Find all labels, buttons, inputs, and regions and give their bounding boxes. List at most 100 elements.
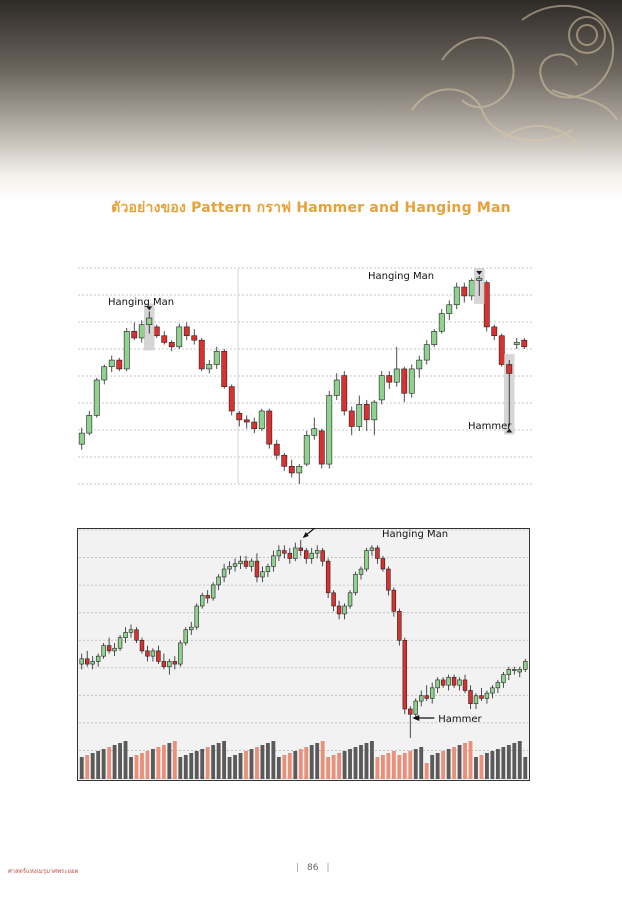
candle: [265, 563, 271, 577]
candle-body: [331, 592, 336, 607]
volume-bar: [430, 755, 435, 779]
candle: [356, 395, 363, 431]
candle-body: [408, 368, 415, 394]
volume-bar: [167, 743, 172, 779]
candle-body: [413, 700, 418, 715]
candle: [358, 566, 364, 580]
annotation-arrowhead: [302, 532, 309, 538]
volume-bar: [85, 755, 90, 779]
candle-body: [287, 552, 293, 559]
volume-bar: [249, 749, 254, 779]
volume-bar: [441, 751, 446, 779]
candle-body: [266, 410, 273, 445]
volume-bar: [129, 757, 133, 779]
volume-bar: [337, 753, 342, 779]
candle-body: [476, 277, 483, 281]
candle-body: [490, 687, 495, 694]
candle: [79, 653, 84, 670]
candle-body: [364, 550, 369, 570]
annotation-label: Hanging Man: [108, 297, 174, 308]
candle: [348, 406, 355, 436]
volume-bar: [238, 753, 243, 779]
candle: [206, 360, 213, 374]
candle: [303, 430, 310, 467]
candle: [419, 690, 424, 707]
candle: [139, 637, 145, 654]
volume-bar: [216, 743, 221, 779]
volume-bar: [200, 749, 205, 779]
candle: [311, 417, 318, 440]
candle: [194, 603, 199, 630]
volume-bar: [96, 751, 101, 779]
candle: [258, 408, 265, 431]
candle: [205, 590, 210, 604]
candle-body: [150, 650, 156, 657]
candle-body: [78, 432, 85, 445]
volume-bar: [271, 741, 276, 779]
candle: [172, 656, 178, 670]
candle: [249, 558, 254, 572]
candle: [483, 280, 490, 332]
candle-body: [134, 629, 139, 641]
candle: [260, 566, 265, 583]
volume-bar: [276, 757, 281, 779]
candle-body: [378, 375, 385, 401]
volume-bar: [446, 749, 451, 779]
candle-body: [314, 550, 320, 554]
candle: [167, 658, 172, 675]
plot-frame: [77, 528, 530, 781]
candle-body: [512, 669, 517, 671]
candle: [479, 687, 484, 702]
candle-body: [238, 560, 243, 565]
candle-body: [221, 568, 227, 578]
candle-body: [205, 595, 210, 599]
candle: [325, 558, 331, 599]
candle-body: [402, 640, 408, 710]
page-number-value: 86: [307, 863, 319, 873]
candle-body: [172, 661, 178, 665]
candle-body: [363, 404, 370, 421]
candle-body: [213, 350, 220, 365]
candle: [243, 555, 249, 570]
candle-body: [423, 344, 430, 361]
candle-body: [258, 410, 265, 429]
candle-body: [273, 443, 280, 456]
candle-body: [254, 560, 260, 578]
candle: [116, 357, 123, 372]
candle: [281, 453, 288, 471]
footer-text: ศาสตร์แห่งเมรุมาศพระยอด: [8, 868, 79, 875]
candle-body: [131, 331, 138, 339]
volume-bar: [178, 757, 183, 779]
candle: [236, 410, 243, 427]
candle-body: [484, 692, 490, 699]
candle-body: [309, 552, 314, 559]
annotation-label: Hammer: [468, 421, 512, 432]
candle-body: [491, 326, 498, 337]
volume-bar: [474, 757, 478, 779]
candle-body: [446, 304, 453, 314]
candle-body: [336, 605, 342, 615]
candle: [108, 355, 115, 373]
volume-bar: [309, 745, 314, 779]
candle: [326, 391, 333, 469]
candle: [106, 637, 112, 654]
candle-body: [221, 350, 228, 387]
candle: [238, 555, 243, 570]
candle: [304, 547, 309, 564]
volume-bar: [479, 755, 484, 779]
volume-bar: [413, 749, 418, 779]
volume-bar: [140, 753, 144, 779]
candle-body: [342, 605, 347, 615]
candle-body: [304, 550, 309, 559]
candle: [512, 666, 517, 675]
candle: [353, 571, 358, 596]
candle: [331, 590, 336, 612]
candle-body: [260, 571, 265, 578]
candle-body: [108, 359, 115, 368]
candle-body: [431, 331, 438, 345]
candle: [446, 674, 451, 691]
candle: [451, 674, 457, 688]
candle-body: [228, 386, 235, 412]
candle-body: [161, 335, 168, 343]
volume-bar: [183, 755, 188, 779]
